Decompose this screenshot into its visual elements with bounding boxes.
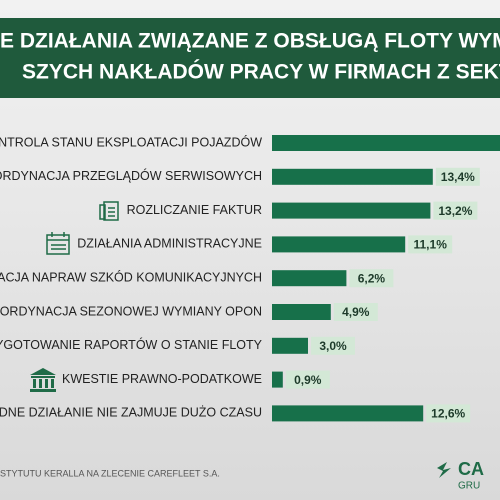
bar bbox=[272, 168, 433, 185]
category-label: YGOTOWANIE RAPORTÓW O STANIE FLOTY bbox=[0, 337, 263, 352]
bar bbox=[272, 371, 283, 388]
value-label: 12,6% bbox=[431, 407, 465, 421]
value-label-box bbox=[285, 370, 330, 389]
value-label-box bbox=[408, 235, 453, 254]
title-line: E DZIAŁANIA ZWIĄZANE Z OBSŁUGĄ FLOTY WYM… bbox=[0, 30, 500, 53]
bar bbox=[272, 337, 308, 354]
logo: CA GRU bbox=[437, 459, 484, 492]
value-label: 13,4% bbox=[441, 170, 475, 184]
value-label-box bbox=[333, 303, 378, 321]
value-label: 11,1% bbox=[414, 238, 448, 252]
logo-mark bbox=[437, 462, 451, 478]
bar bbox=[272, 236, 406, 253]
category-label: OORDYNACJA PRZEGLĄDÓW SERWISOWYCH bbox=[0, 168, 262, 183]
category-label: KWESTIE PRAWNO-PODATKOWE bbox=[62, 372, 262, 386]
bar bbox=[272, 270, 347, 287]
value-label: 0,9% bbox=[294, 373, 322, 387]
value-label-box bbox=[433, 201, 478, 220]
bar bbox=[272, 202, 431, 219]
value-label-box bbox=[426, 404, 471, 423]
source-note: STYTUTU KERALLA NA ZLECENIE CAREFLEET S.… bbox=[0, 468, 220, 478]
logo-text: CA bbox=[458, 459, 484, 479]
header-band bbox=[0, 18, 500, 98]
value-label: 6,2% bbox=[358, 271, 386, 285]
icon-invoice bbox=[99, 201, 119, 221]
value-label-box bbox=[311, 336, 355, 355]
bar bbox=[272, 135, 500, 151]
category-label: NACJA NAPRAW SZKÓD KOMUNIKACYJNYCH bbox=[0, 269, 262, 284]
value-label: 3,0% bbox=[319, 339, 347, 353]
category-label: ROZLICZANIE FAKTUR bbox=[127, 203, 262, 217]
icon-court bbox=[30, 368, 56, 392]
logo-subtext: GRU bbox=[458, 481, 480, 492]
value-label: 13,2% bbox=[438, 204, 472, 218]
value-label-box bbox=[349, 269, 394, 288]
title-line: SZYCH NAKŁADÓW PRACY W FIRMACH Z SEKTOR bbox=[22, 60, 500, 84]
icon-calendar bbox=[46, 232, 70, 255]
category-label: DNE DZIAŁANIE NIE ZAJMUJE DUŻO CZASU bbox=[0, 406, 262, 420]
bar bbox=[272, 405, 424, 422]
value-label-box bbox=[435, 167, 480, 186]
category-label: DZIAŁANIA ADMINISTRACYJNE bbox=[77, 237, 262, 251]
value-label: 4,9% bbox=[342, 305, 370, 319]
bar bbox=[272, 304, 331, 320]
category-label: OORDYNACJA SEZONOWEJ WYMIANY OPON bbox=[0, 304, 262, 318]
category-label: ONTROLA STANU EKSPLOATACJI POJAZDÓW bbox=[0, 134, 262, 149]
